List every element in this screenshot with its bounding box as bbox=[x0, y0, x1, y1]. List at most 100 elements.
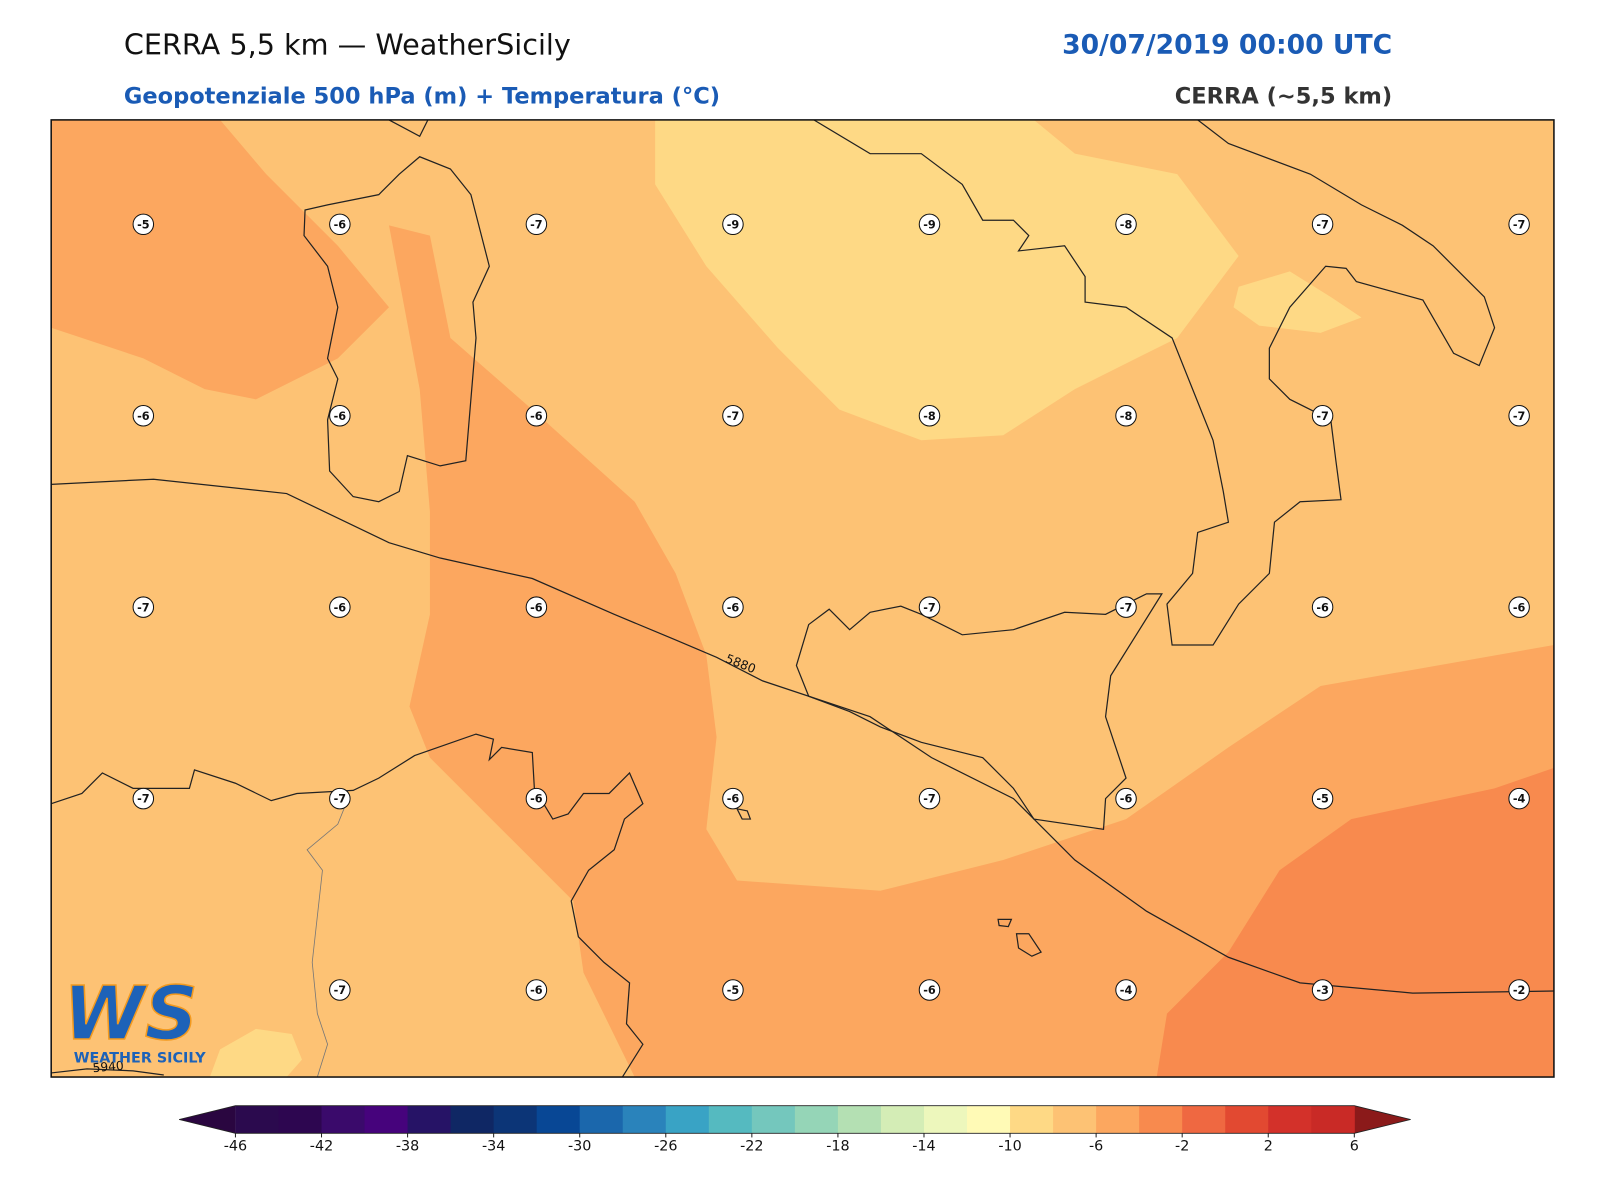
sardinia-coast bbox=[303, 156, 490, 503]
colorbar-segment bbox=[450, 1105, 495, 1134]
station-grid: -5 -6 -7 -9 -9 -8 -7 -7 -6 -6 -6 -7 -8 -8 -7 -7 -7 -6 -6 -6… bbox=[132, 213, 1530, 1001]
colorbar-segment bbox=[967, 1105, 1011, 1134]
colorbar-tick-label: 2 bbox=[1264, 1139, 1273, 1155]
colorbar-segment bbox=[493, 1105, 538, 1134]
station-marker bbox=[329, 404, 351, 427]
station-value: -5 bbox=[137, 218, 150, 231]
colorbar-tick-label: -42 bbox=[310, 1139, 333, 1155]
station-value: -8 bbox=[1120, 410, 1133, 423]
station-value: -3 bbox=[1316, 984, 1329, 997]
station-marker bbox=[722, 787, 744, 810]
logo-mark: WS bbox=[63, 972, 197, 1057]
colorbar-tick-label: -34 bbox=[482, 1139, 505, 1155]
station-value: -6 bbox=[727, 793, 740, 806]
colorbar: -46 -42 -38 -34 -30 -26 -22 -18 -14 -10 -6 -2 2 6 bbox=[179, 1105, 1411, 1155]
colorbar-segment bbox=[536, 1105, 581, 1134]
colorbar-segment bbox=[1225, 1105, 1269, 1134]
station-marker bbox=[1115, 213, 1137, 236]
station-marker bbox=[1115, 787, 1137, 810]
station-value: -6 bbox=[923, 984, 936, 997]
colorbar-segment bbox=[235, 1105, 279, 1134]
station-marker bbox=[525, 596, 548, 618]
station-marker bbox=[132, 596, 155, 618]
station-marker bbox=[1311, 404, 1334, 427]
station-marker bbox=[525, 979, 548, 1001]
station-marker bbox=[329, 596, 351, 618]
station-value: -6 bbox=[530, 601, 543, 614]
colorbar-tick-label: -18 bbox=[826, 1139, 849, 1155]
station-value: -6 bbox=[530, 793, 543, 806]
map-frame bbox=[50, 119, 1555, 1078]
station-value: -7 bbox=[923, 601, 936, 614]
temp-field bbox=[51, 119, 389, 400]
station-marker bbox=[329, 979, 351, 1001]
colorbar-segment bbox=[665, 1105, 710, 1134]
station-marker bbox=[722, 213, 744, 236]
valid-time: 30/07/2019 00:00 UTC bbox=[1062, 29, 1392, 60]
station-value: -7 bbox=[1513, 410, 1526, 423]
map-lines bbox=[51, 119, 1554, 1078]
colorbar-extend-high bbox=[1354, 1105, 1411, 1134]
station-marker bbox=[918, 787, 941, 810]
italy-coast bbox=[813, 119, 1496, 646]
contour-label: 5940 bbox=[92, 1059, 124, 1076]
colorbar-segment bbox=[751, 1105, 796, 1134]
colorbar-tick-label: -46 bbox=[224, 1139, 247, 1155]
station-marker bbox=[918, 213, 941, 236]
temp-field bbox=[1233, 271, 1362, 333]
station-marker bbox=[1115, 596, 1137, 618]
station-marker bbox=[918, 596, 941, 618]
colorbar-segment bbox=[579, 1105, 624, 1134]
colorbar-tick-label: -30 bbox=[568, 1139, 591, 1155]
station-value: -2 bbox=[1513, 984, 1526, 997]
colorbar-tick-label: -2 bbox=[1175, 1139, 1189, 1155]
station-marker bbox=[722, 596, 744, 618]
colorbar-segment bbox=[923, 1105, 968, 1134]
station-value: -6 bbox=[530, 410, 543, 423]
station-value: -6 bbox=[1120, 793, 1133, 806]
colorbar-tick-label: -26 bbox=[654, 1139, 677, 1155]
station-value: -7 bbox=[1316, 410, 1329, 423]
station-value: -7 bbox=[727, 410, 740, 423]
temp-field bbox=[1156, 767, 1554, 1078]
colorbar-segment bbox=[794, 1105, 839, 1134]
station-value: -7 bbox=[1316, 218, 1329, 231]
station-value: -6 bbox=[530, 984, 543, 997]
colorbar-segment bbox=[1268, 1105, 1312, 1134]
colorbar-segment bbox=[1096, 1105, 1140, 1134]
colorbar-segment bbox=[1053, 1105, 1097, 1134]
station-value: -4 bbox=[1120, 984, 1133, 997]
station-marker bbox=[1115, 404, 1137, 427]
colorbar-segment bbox=[880, 1105, 925, 1134]
temp-field bbox=[388, 225, 1554, 1078]
colorbar-tick-label: 6 bbox=[1350, 1139, 1359, 1155]
station-value: -8 bbox=[923, 410, 936, 423]
colorbar-segment bbox=[364, 1105, 409, 1134]
island bbox=[735, 807, 752, 820]
colorbar-segment bbox=[1010, 1105, 1054, 1134]
station-value: -6 bbox=[137, 410, 150, 423]
station-marker bbox=[1508, 787, 1530, 810]
station-value: -8 bbox=[1120, 218, 1133, 231]
station-marker bbox=[132, 213, 155, 236]
station-marker bbox=[1508, 596, 1530, 618]
station-marker bbox=[1508, 213, 1530, 236]
logo: WS WEATHER SICILY bbox=[63, 971, 207, 1066]
station-marker bbox=[1311, 213, 1334, 236]
station-value: -5 bbox=[1316, 793, 1329, 806]
station-value: -6 bbox=[727, 601, 740, 614]
isohypse-5880 bbox=[51, 478, 1554, 994]
station-marker bbox=[329, 213, 351, 236]
colorbar-tick-label: -22 bbox=[740, 1139, 763, 1155]
sicily-coast bbox=[795, 593, 1163, 831]
station-marker bbox=[525, 404, 548, 427]
station-value: -7 bbox=[1120, 601, 1133, 614]
station-marker bbox=[132, 404, 155, 427]
station-value: -6 bbox=[334, 218, 347, 231]
colorbar-segment bbox=[278, 1105, 323, 1134]
station-marker bbox=[1508, 979, 1530, 1001]
station-marker bbox=[525, 787, 548, 810]
colorbar-tick-label: -10 bbox=[998, 1139, 1021, 1155]
station-value: -7 bbox=[334, 984, 347, 997]
